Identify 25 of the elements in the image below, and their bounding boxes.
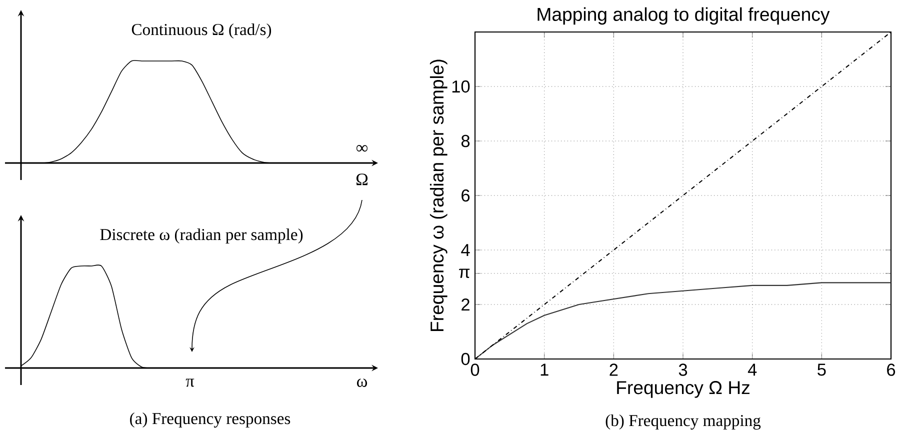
y-tick-label: π — [459, 268, 470, 278]
x-tick-label: 1 — [540, 364, 548, 376]
chart-title: Continuous Ω (rad/s) — [132, 23, 272, 39]
x-tick-label: 0 — [470, 364, 480, 376]
y-tick-label: 10 — [452, 80, 470, 93]
chart-title: Discrete ω (radian per sample) — [100, 228, 303, 244]
text: (a) Frequency responses — [130, 412, 290, 428]
x-axis-title: Frequency Ω Hz — [617, 381, 750, 398]
y-tick-label: 6 — [462, 189, 470, 202]
y-tick-label: 4 — [461, 244, 470, 256]
y-tick-label: 2 — [462, 298, 470, 311]
text: (b) Frequency mapping — [606, 414, 761, 430]
x-tick-label: 2 — [610, 364, 618, 376]
text: π — [186, 378, 194, 387]
annotation: ∞ — [356, 145, 368, 152]
x-axis-title: Ω — [356, 174, 368, 186]
x-tick-label: 3 — [678, 364, 688, 376]
x-tick-label: 4 — [748, 364, 757, 376]
y-tick-label: 0 — [461, 352, 470, 366]
x-tick-label: 6 — [887, 364, 896, 376]
y-tick-label: 8 — [461, 134, 470, 148]
x-axis-title: ω — [356, 378, 368, 387]
y-axis-title: Frequency ω (radian per sample) — [430, 60, 448, 331]
x-tick-label: 5 — [818, 364, 826, 376]
chart-title: Mapping analog to digital frequency — [538, 7, 830, 25]
